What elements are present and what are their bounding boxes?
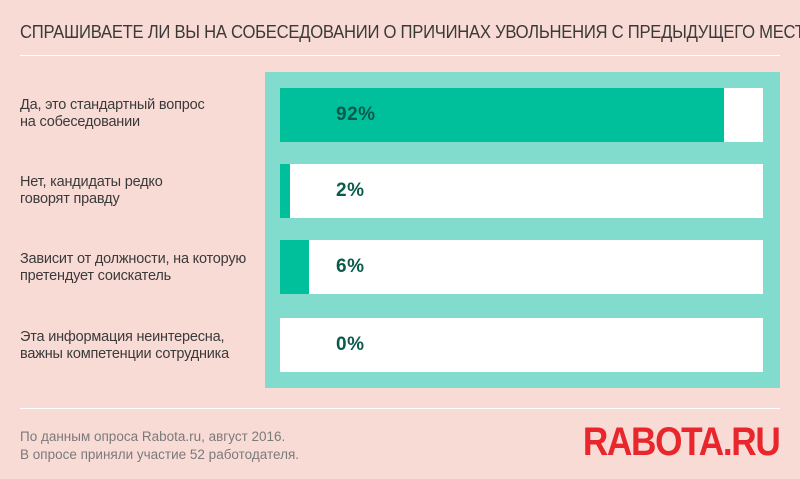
footnote-line-2: В опросе приняли участие 52 работодателя…	[20, 447, 300, 462]
category-label-line: претендует соискатель	[20, 268, 171, 284]
bar-value-label-1: 92%	[336, 104, 376, 125]
source-footnote: По данным опроса Rabota.ru, август 2016.…	[20, 428, 299, 464]
top-divider	[20, 55, 780, 56]
category-label-line: говорят правду	[20, 191, 120, 207]
category-label-4: Эта информация неинтересна, важны компете…	[20, 329, 265, 363]
bar-track-2: 2%	[280, 164, 763, 218]
chart-title: СПРАШИВАЕТЕ ЛИ ВЫ НА СОБЕСЕДОВАНИИ О ПРИ…	[20, 21, 800, 42]
bar-track-1: 92%	[280, 88, 763, 142]
category-label-line: Зависит от должности, на которую	[20, 251, 247, 267]
category-label-3: Зависит от должности, на которую претенду…	[20, 251, 265, 285]
bar-value-label-3: 6%	[336, 256, 365, 277]
bar-2	[280, 164, 290, 218]
category-label-1: Да, это стандартный вопрос на собеседован…	[20, 97, 265, 131]
category-label-line: на собеседовании	[20, 114, 140, 130]
bar-value-label-4: 0%	[336, 334, 365, 355]
category-label-line: Нет, кандидаты редко	[20, 174, 163, 190]
bar-value-label-2: 2%	[336, 180, 365, 201]
bar-3	[280, 240, 309, 294]
rabota-logo: RABOTA.RU	[583, 420, 781, 464]
category-label-2: Нет, кандидаты редко говорят правду	[20, 174, 265, 208]
category-label-line: Да, это стандартный вопрос	[20, 97, 205, 113]
category-label-line: Эта информация неинтересна,	[20, 329, 225, 345]
footnote-line-1: По данным опроса Rabota.ru, август 2016.	[20, 429, 286, 444]
bar-1	[280, 88, 725, 142]
bar-track-3: 6%	[280, 240, 763, 294]
bar-track-4: 0%	[280, 318, 763, 372]
category-label-line: важны компетенции сотрудника	[20, 346, 229, 362]
bottom-divider	[20, 408, 780, 409]
chart-panel: 92% 2% 6% 0%	[265, 72, 780, 388]
